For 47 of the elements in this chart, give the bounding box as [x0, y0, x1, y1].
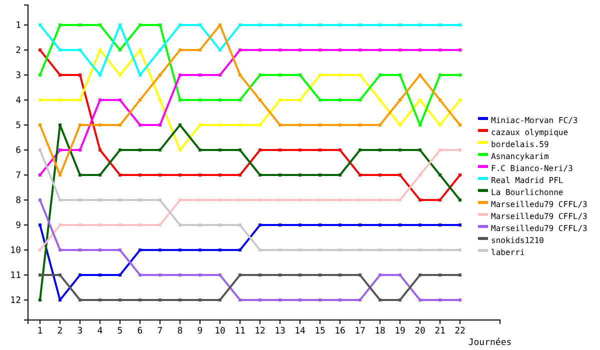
x-tick-label: 9 [197, 326, 203, 336]
y-tick-label: 11 [10, 270, 21, 281]
x-tick-label: 13 [274, 326, 286, 336]
x-tick-label: 22 [454, 326, 466, 336]
y-tick-label: 9 [16, 220, 21, 231]
x-tick-label: 8 [177, 326, 183, 336]
x-tick-label: 2 [57, 326, 63, 336]
x-axis-title: Journées [468, 337, 512, 348]
legend-label: Asnancykarim [491, 152, 549, 161]
x-tick-label: 3 [77, 326, 83, 336]
x-tick-label: 21 [434, 326, 446, 336]
legend-label: snokids1210 [491, 236, 544, 245]
legend-label: laberri [491, 248, 525, 257]
y-tick-label: 2 [16, 46, 21, 56]
x-tick-label: 18 [374, 326, 386, 336]
x-tick-label: 19 [394, 326, 406, 336]
x-tick-label: 12 [254, 326, 266, 336]
legend-label: La Bourlichonne [491, 188, 564, 197]
legend-label: bordelais.59 [491, 140, 549, 149]
legend-label: Marseilledu79 CFFL/3 [491, 200, 588, 209]
legend-label: cazaux olympique [491, 128, 568, 137]
y-tick-label: 7 [16, 170, 21, 181]
legend-label: F.C Bianco-Neri/3 [491, 164, 574, 173]
x-tick-label: 4 [97, 326, 103, 336]
y-tick-label: 4 [16, 96, 21, 106]
y-tick-label: 8 [16, 196, 21, 206]
y-tick-label: 6 [16, 146, 21, 156]
y-tick-label: 10 [10, 246, 21, 256]
x-tick-label: 5 [117, 326, 123, 336]
legend-label: Real Madrid PFL [491, 176, 564, 185]
y-tick-label: 1 [16, 20, 21, 31]
x-tick-label: 16 [334, 326, 346, 336]
x-tick-label: 20 [414, 326, 426, 336]
x-tick-label: 11 [234, 326, 246, 336]
y-tick-label: 12 [10, 296, 21, 306]
y-tick-label: 5 [16, 120, 21, 131]
x-tick-label: 14 [294, 326, 306, 336]
legend-label: Miniac-Morvan FC/3 [491, 116, 578, 125]
x-tick-label: 1 [37, 326, 43, 336]
x-tick-label: 17 [354, 326, 366, 336]
legend-label: Marseilledu79 CFFL/3 [491, 212, 588, 221]
x-tick-label: 15 [314, 326, 326, 336]
x-tick-label: 10 [214, 326, 226, 336]
x-tick-label: 6 [137, 326, 143, 336]
y-tick-label: 3 [16, 70, 21, 81]
legend-label: Marseilledu79 CFFL/3 [491, 224, 588, 233]
x-tick-label: 7 [157, 326, 163, 336]
